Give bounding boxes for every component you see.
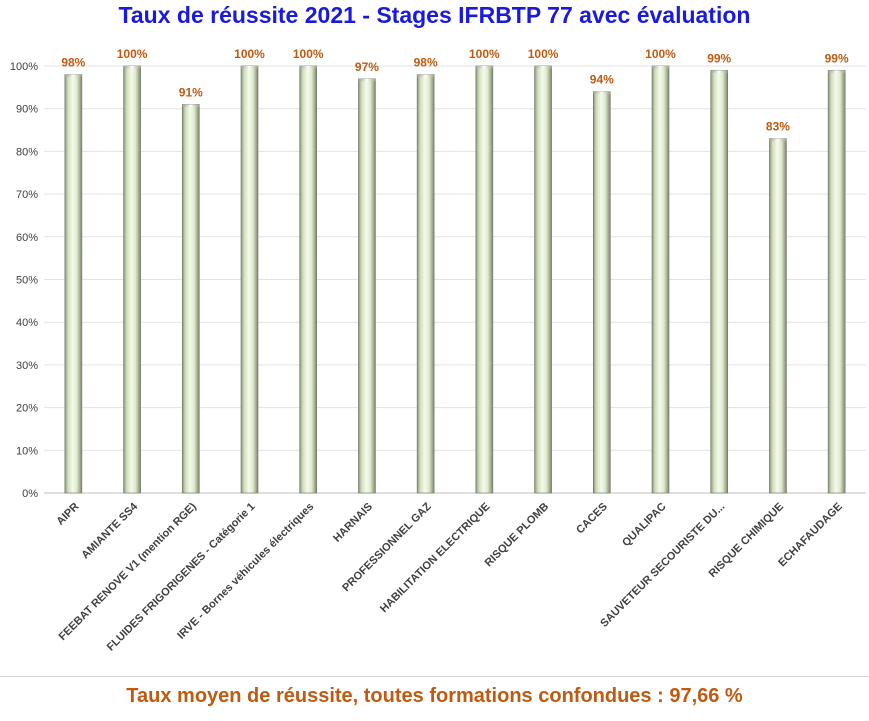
bar-cap: [241, 66, 258, 69]
y-tick-label: 90%: [16, 104, 38, 116]
y-tick-label: 0%: [22, 488, 38, 500]
y-tick-label: 20%: [16, 403, 38, 415]
data-labels: 98% 100% 91% 100% 100% 97% 98% 100% 100% 94% 100% 9…: [61, 47, 849, 134]
data-label: 94%: [590, 73, 614, 87]
bar: [534, 65, 552, 494]
bar-cap: [534, 66, 552, 69]
x-tick-label: IRVE - Bornes véhicules électriques: [175, 501, 316, 642]
bars: [64, 65, 846, 494]
data-label: 100%: [469, 47, 500, 61]
gridlines: [44, 65, 866, 494]
bar-cap: [475, 66, 493, 69]
bar-cap: [64, 74, 82, 78]
footer-divider: [0, 676, 869, 677]
data-label: 98%: [61, 56, 85, 70]
y-tick-label: 70%: [16, 189, 38, 201]
bar-cap: [417, 74, 435, 78]
x-tick-label: AIPR: [54, 501, 81, 528]
data-label: 99%: [707, 51, 731, 65]
bar: [592, 91, 611, 494]
bar: [358, 78, 376, 494]
y-tick-label: 50%: [16, 275, 38, 287]
y-tick-label: 30%: [16, 360, 38, 372]
data-label: 98%: [414, 56, 438, 70]
x-tick-label: QUALIPAC: [620, 501, 669, 550]
x-tick-label: SAUVETEUR SECOURISTE DU...: [598, 501, 727, 630]
bar: [710, 69, 729, 494]
data-label: 100%: [234, 47, 265, 61]
data-label: 99%: [825, 51, 849, 65]
bar: [651, 65, 670, 494]
footer-summary: Taux moyen de réussite, toutes formation…: [126, 685, 743, 707]
bar-cap: [123, 66, 141, 69]
y-tick-label: 80%: [16, 146, 38, 158]
data-label: 100%: [528, 47, 559, 61]
bar: [64, 74, 83, 494]
y-tick-label: 10%: [16, 445, 38, 457]
data-label: 97%: [355, 60, 379, 74]
bar-cap: [828, 70, 846, 73]
y-axis: 0% 10% 20% 30% 40% 50% 60% 70% 80% 90% 100%: [10, 61, 38, 500]
bar-cap: [299, 66, 317, 69]
bar: [123, 65, 141, 494]
y-tick-label: 40%: [16, 317, 38, 329]
x-tick-label: CACES: [574, 501, 610, 537]
bar: [181, 104, 200, 494]
data-label: 100%: [293, 47, 324, 61]
x-tick-label: RISQUE PLOMB: [483, 501, 552, 570]
bar: [416, 74, 435, 494]
bar: [827, 69, 846, 494]
x-tick-label: ECHAFAUDAGE: [776, 501, 845, 570]
chart-title: Taux de réussite 2021 - Stages IFRBTP 77…: [118, 2, 751, 28]
x-tick-label: HARNAIS: [331, 501, 375, 545]
bar-chart: 0% 10% 20% 30% 40% 50% 60% 70% 80% 90% 100% 98% 100…: [10, 47, 866, 653]
data-label: 91%: [179, 85, 203, 99]
x-tick-label: AMIANTE SS4: [79, 500, 140, 561]
y-tick-label: 60%: [16, 232, 38, 244]
x-tick-label: HABILITATION ELECTRIQUE: [378, 501, 492, 615]
bar-cap: [710, 70, 728, 73]
bar-cap: [769, 138, 787, 142]
bar-cap: [593, 91, 611, 95]
data-label: 100%: [645, 47, 676, 61]
y-tick-label: 100%: [10, 61, 38, 73]
bar-cap: [358, 78, 376, 82]
data-label: 100%: [117, 47, 148, 61]
bar: [299, 65, 318, 494]
bar: [475, 65, 494, 494]
bar-cap: [182, 104, 200, 107]
bar: [240, 65, 259, 494]
data-label: 83%: [766, 120, 790, 134]
bar-cap: [652, 66, 669, 69]
bar: [769, 138, 787, 494]
